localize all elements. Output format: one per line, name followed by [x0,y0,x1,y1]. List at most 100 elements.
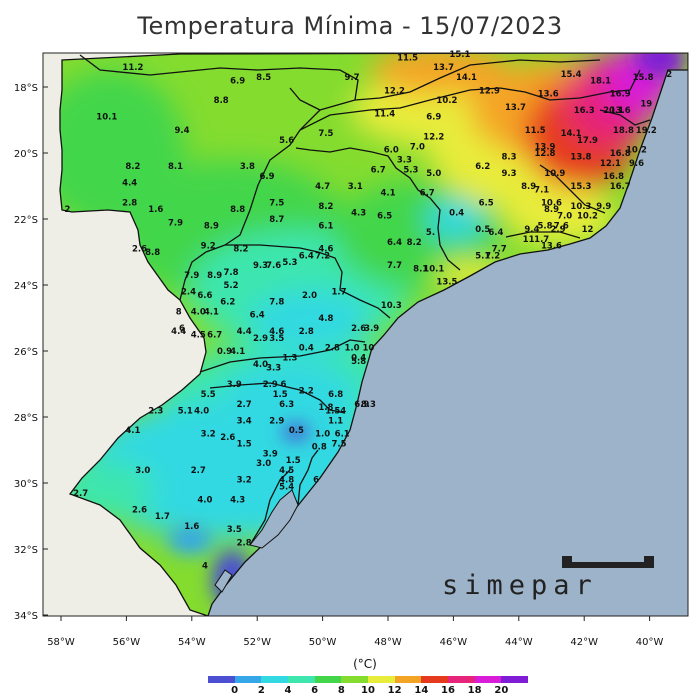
station-value: 1.7 [331,288,346,298]
station-value: 5.1 [178,406,193,416]
longitude-label: 42°W [570,637,598,648]
station-value: 8.8 [230,205,245,215]
station-value: 15.4 [561,70,582,80]
station-value: 7.2 [315,251,330,261]
station-value: 6 [313,476,319,486]
station-value: 4.6 [318,245,333,255]
station-value: 7.7 [387,261,402,271]
station-value: 4.1 [125,426,140,436]
station-value: 1.3 [282,354,297,364]
station-value: 4.0 [253,360,268,370]
station-value: 4.3 [351,208,366,218]
simepar-logo-mark [562,556,654,568]
station-value: 3.9 [364,324,379,334]
station-value: 2.3 [148,406,163,416]
station-value: 8.3 [501,152,516,162]
legend-unit: (°C) [353,657,377,671]
station-value: 4.1 [204,307,219,317]
station-value: 13.8 [570,152,591,162]
station-value: 2.2 [299,387,314,397]
station-value: 11 [523,235,535,245]
station-value: 1.7 [534,235,549,245]
station-value: 0.4 [299,344,314,354]
state-borders [59,53,688,616]
station-value: 2.8 [325,344,340,354]
station-value: 6.9 [426,113,441,123]
station-value: 7.8 [223,268,238,278]
station-value: 3.3 [397,156,412,166]
station-value: 0.5 [289,426,304,436]
station-value: 11.5 [397,53,418,63]
station-value: 4.4 [122,179,137,189]
station-value: 0.4 [351,354,366,364]
station-value: 10.2 [626,146,647,156]
station-value: 8.2 [318,202,333,212]
station-value: 19 [640,100,652,110]
latitude-label: 26°S [14,347,38,358]
legend-tick-label: 14 [414,685,429,696]
station-value: 2 [65,205,71,215]
legend-ticks: 0 2 4 6 8 10 12 14 16 18 20 [208,685,528,699]
latitude-label: 24°S [14,281,38,292]
legend-swatch [314,676,342,683]
station-value: 8.9 [521,182,536,192]
station-value: 0.9 [217,347,232,357]
station-value: 12.9 [479,86,500,96]
legend-swatch [288,676,315,683]
station-value: 6.6 [197,291,212,301]
station-value: 8.2 [407,238,422,248]
longitude-label: 50°W [309,637,337,648]
station-value: 6.9 [354,400,369,410]
station-value: 16.8 [610,149,631,159]
station-value: 4.1 [380,189,395,199]
station-value: 16.3 [574,106,595,116]
station-value: 4.7 [315,182,330,192]
station-value: 7.5 [269,199,284,209]
station-value: 6.3 [279,400,294,410]
station-value: 7.9 [184,271,199,281]
station-value: 4.5 [191,331,206,341]
station-value: 9.7 [344,73,359,83]
legend-tick-label: 4 [284,685,292,696]
station-value: 0.4 [449,208,464,218]
station-value: 5.5 [201,390,216,400]
station-value: 1.54 [325,406,346,416]
longitude-label: 58°W [47,637,75,648]
station-value: 2.9 [263,380,278,390]
station-value: 4 [202,562,208,572]
station-value: 15.1 [449,50,470,60]
station-value: 1.1 [328,416,343,426]
latitude-label: 34°S [14,611,38,622]
legend-tick-label: 12 [387,685,402,696]
station-value: 2.9 [550,225,565,235]
station-value: 10.1 [423,265,444,275]
station-value: 4.0 [197,496,212,506]
station-value: 1.5 [286,456,301,466]
legend-swatch [448,676,475,683]
station-value: 1.7 [155,512,170,522]
station-value: 1.5 [237,439,252,449]
station-value: 4.8 [279,476,294,486]
station-value: 5. [426,228,435,238]
station-value: 1.6 [148,205,163,215]
station-value: 6.4 [299,251,314,261]
station-value: 10.6 [541,199,562,209]
station-value: 17.9 [577,136,598,146]
station-value: 1.6 [184,522,199,532]
station-value: 4.4 [171,327,186,337]
station-value: 13.7 [433,63,454,73]
station-value: 4.8 [318,314,333,324]
station-value: 8.5 [256,73,271,83]
legend-swatch [421,676,449,683]
station-value: 6.8 [328,390,343,400]
station-value: 6.4 [250,311,265,321]
station-value: 7.2 [485,251,500,261]
station-value: 10.2 [436,96,457,106]
station-value: 6.9 [230,76,245,86]
station-value: 16.9 [610,90,631,100]
station-value: 9.9 [596,202,611,212]
longitude-label: 44°W [505,637,533,648]
station-value: 19.2 [636,126,657,136]
latitude-label: 18°S [14,83,38,94]
